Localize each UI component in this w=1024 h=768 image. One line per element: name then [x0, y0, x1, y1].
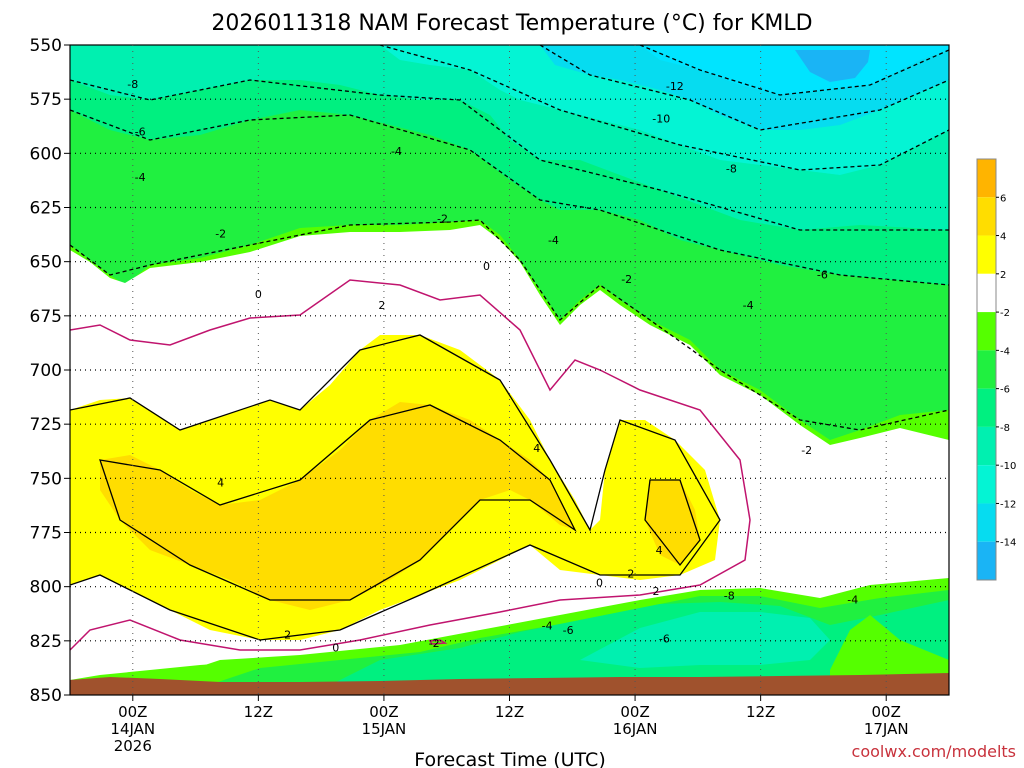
x-tick-label: 00Z — [369, 703, 398, 721]
contour-label: 0 — [483, 260, 490, 273]
zero-contour-lines — [70, 279, 751, 651]
band-minus-12-to-minus-14 — [640, 45, 949, 95]
contour-label: -12 — [666, 80, 684, 93]
contour-label: -6 — [659, 633, 670, 646]
colorbar-label: 6 — [1000, 193, 1006, 204]
colorbar-swatch — [977, 235, 996, 274]
y-tick-label: 750 — [30, 469, 62, 489]
colorbar-frame — [976, 158, 997, 581]
y-tick-label: 675 — [30, 307, 62, 327]
plot-area — [70, 45, 949, 695]
band-low-minus-8-to-minus-10 — [580, 612, 830, 668]
colorbar-label: -2 — [1000, 308, 1010, 319]
colorbar: 6 4 2 -2 -4 -6 -8 -10 -12 -14 — [976, 158, 1016, 581]
contour-label: 2 — [653, 585, 660, 598]
contour-label: -2 — [621, 273, 632, 286]
colorbar-swatch — [977, 197, 996, 236]
colorbar-swatch — [977, 273, 996, 313]
chart-title: 2026011318 NAM Forecast Temperature (°C)… — [211, 11, 812, 36]
colorbar-label: -10 — [1000, 461, 1016, 472]
contour-label: -2 — [801, 444, 812, 457]
contour-label: -4 — [548, 234, 559, 247]
contour-label: 2 — [378, 299, 385, 312]
colorbar-label: -6 — [1000, 385, 1010, 396]
colorbar-swatch — [977, 350, 996, 389]
band-below-minus-14 — [795, 50, 870, 82]
contour-label: -6 — [817, 269, 828, 282]
contour-label: -2 — [437, 212, 448, 225]
x-tick-label: 12Z — [244, 703, 273, 721]
colorbar-label: -14 — [1000, 538, 1016, 549]
contour-label: -2 — [215, 228, 226, 241]
contour-lines — [70, 45, 949, 641]
y-tick-label: 725 — [30, 415, 62, 435]
contour-label: -4 — [391, 145, 402, 158]
x-tick-label: 17JAN — [864, 720, 909, 738]
contour-label: -4 — [135, 171, 146, 184]
x-tick-label: 14JAN — [110, 720, 155, 738]
contour-label: -6 — [563, 624, 574, 637]
contour-label: -8 — [726, 163, 737, 176]
y-tick-label: 700 — [30, 361, 62, 381]
contour-label: 0 — [332, 641, 339, 654]
contour-label: 4 — [217, 477, 224, 490]
contour-label: -4 — [542, 620, 553, 633]
y-tick-label: 850 — [30, 686, 62, 706]
colorbar-swatch — [977, 159, 996, 198]
contour-label: 0 — [596, 576, 603, 589]
colorbar-swatch — [977, 388, 996, 427]
colorbar-label: -4 — [1000, 346, 1010, 357]
gridlines — [70, 45, 949, 695]
x-tick-label: 00Z — [118, 703, 147, 721]
y-tick-label: 550 — [30, 36, 62, 56]
x-tick-label: 12Z — [746, 703, 775, 721]
y-tick-label: 600 — [30, 144, 62, 164]
x-tick-label: 15JAN — [362, 720, 407, 738]
colorbar-swatch — [977, 541, 996, 580]
x-axis-label: Forecast Time (UTC) — [414, 749, 605, 768]
x-tick-label: 12Z — [495, 703, 524, 721]
contour-label: -4 — [847, 594, 858, 607]
y-tick-label: 775 — [30, 524, 62, 544]
x-tick-label: 00Z — [620, 703, 649, 721]
y-tick-label: 625 — [30, 199, 62, 219]
contour-label: -2 — [429, 637, 440, 650]
x-tick-label: 16JAN — [613, 720, 658, 738]
contour-label: 2 — [284, 628, 291, 641]
colorbar-label: -8 — [1000, 423, 1010, 434]
x-tick-label: 00Z — [872, 703, 901, 721]
band-4-to-6-east — [645, 480, 700, 565]
contour-label: 0 — [255, 288, 262, 301]
contour-label: -4 — [743, 299, 754, 312]
contour-label: 4 — [533, 442, 540, 455]
colorbar-swatch — [977, 465, 996, 504]
contour-label: -6 — [135, 126, 146, 139]
y-tick-label: 650 — [30, 253, 62, 273]
colorbar-swatch — [977, 312, 996, 351]
contour-label: 4 — [656, 544, 663, 557]
band-4-to-6 — [100, 402, 575, 610]
contour-label: -8 — [127, 78, 138, 91]
y-tick-label: 575 — [30, 90, 62, 110]
contour-label: -8 — [724, 589, 735, 602]
colorbar-label: 4 — [1000, 232, 1006, 243]
y-tick-label: 800 — [30, 578, 62, 598]
y-axis: 550 575 600 625 650 675 700 725 750 775 800 825 850 — [30, 36, 70, 706]
terrain-surface — [70, 673, 949, 695]
colorbar-label: 2 — [1000, 270, 1006, 281]
x-tick-label: 2026 — [114, 737, 152, 755]
contour-label: 2 — [627, 568, 634, 581]
contour-labels: -8 -6 -4 -2 0 2 4 -4 -2 0 4 -4 -2 -12 -10 -8 -6 -4 -2 4 2 0 2 -… — [127, 78, 858, 654]
y-tick-label: 825 — [30, 632, 62, 652]
colorbar-swatch — [977, 426, 996, 466]
colorbar-label: -12 — [1000, 499, 1016, 510]
contour-label: -10 — [652, 113, 670, 126]
colorbar-swatch — [977, 503, 996, 542]
credit-text: coolwx.com/modelts — [852, 742, 1016, 761]
